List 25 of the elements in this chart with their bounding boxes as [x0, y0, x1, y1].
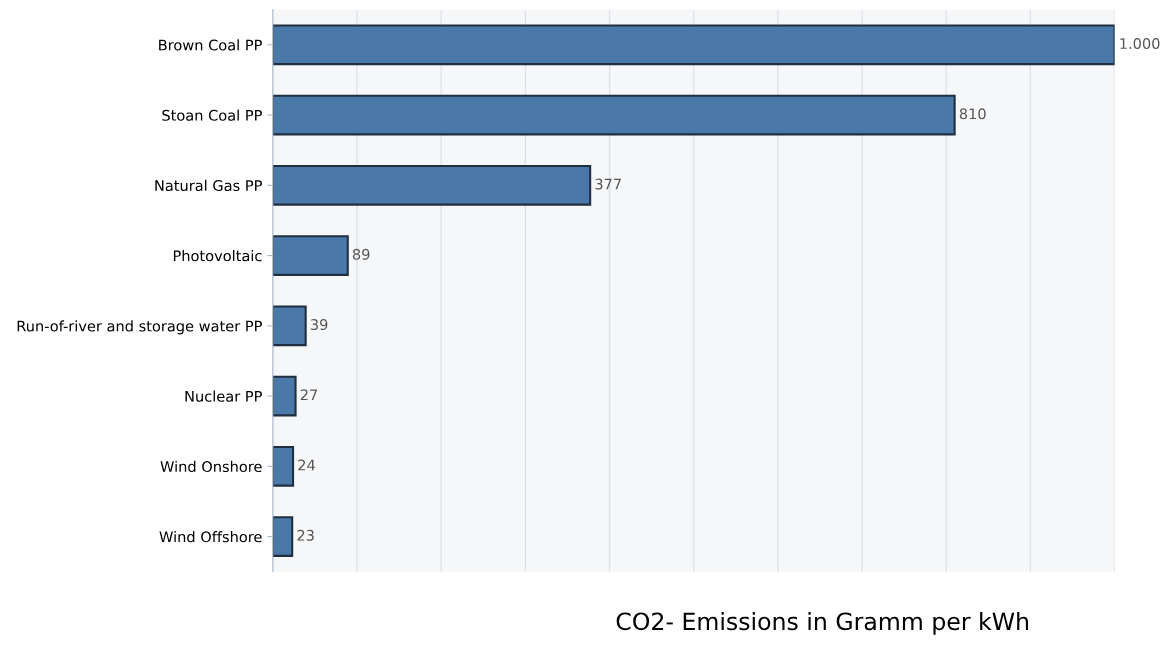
- y-tick-label: Run-of-river and storage water PP: [17, 320, 262, 335]
- bar: [272, 445, 295, 487]
- y-tick-label: Photovoltaic: [173, 250, 262, 262]
- data-label: 27: [300, 389, 318, 401]
- data-label: 23: [297, 529, 314, 541]
- data-label: 24: [298, 459, 315, 471]
- y-tick-label: Stoan Coal PP: [162, 109, 262, 121]
- data-label: 810: [959, 108, 986, 120]
- bar: [272, 516, 294, 557]
- bar: [272, 375, 297, 417]
- bar: [272, 164, 592, 206]
- data-label: 89: [352, 248, 370, 260]
- y-tick-label: Wind Offshore: [159, 531, 262, 543]
- bar: [272, 94, 956, 136]
- y-tick-label: Wind Onshore: [160, 460, 262, 473]
- data-label: 1.000: [1120, 38, 1160, 50]
- bar: [272, 24, 1115, 66]
- y-tick-label: Brown Coal PP: [159, 39, 262, 51]
- x-axis-title: CO2- Emissions in Gramm per kWh: [616, 611, 1029, 635]
- y-tick-label: Nuclear PP: [185, 390, 262, 402]
- data-label: 39: [310, 319, 328, 331]
- bar: [272, 235, 349, 276]
- y-tick-label: Natural Gas PP: [155, 179, 262, 192]
- bar: [272, 305, 307, 347]
- data-label: 377: [595, 178, 621, 190]
